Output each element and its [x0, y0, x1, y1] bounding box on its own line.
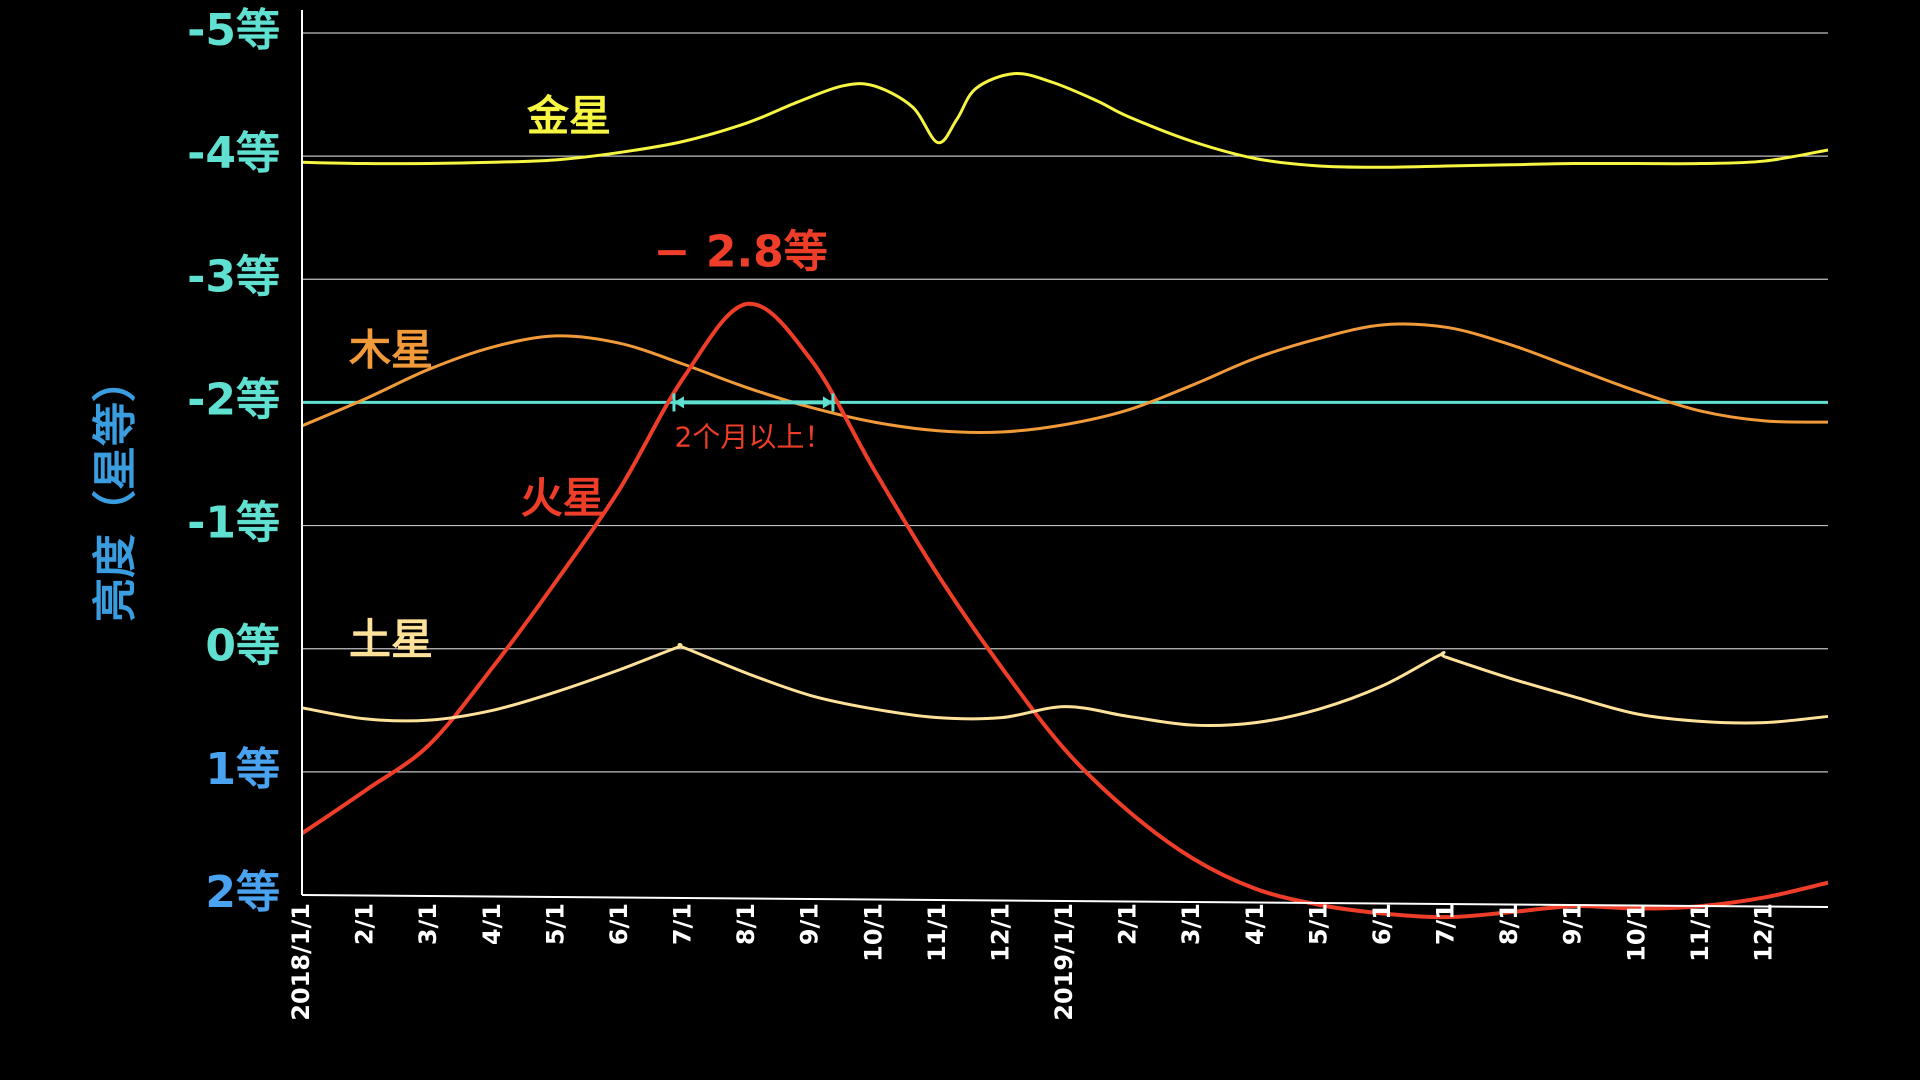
series-line-mars — [300, 301, 1829, 920]
series-line-venus — [301, 72, 1829, 169]
x-tick-label: 3/1 — [1177, 903, 1205, 945]
x-tick-label: 2019/1/1 — [1050, 903, 1078, 1021]
x-tick-label: 4/1 — [478, 903, 506, 945]
y-tick-label: -2等 — [187, 374, 280, 425]
x-tick-label: 7/1 — [1432, 903, 1460, 945]
series-label-mars: 火星 — [521, 473, 605, 522]
x-tick-label: 4/1 — [1241, 903, 1269, 945]
y-tick-label: 2等 — [205, 867, 280, 918]
x-tick-labels: 2018/1/1 2/1 3/1 4/1 5/1 6/1 7/1 8/1 9/1 10/1 11/1… — [287, 903, 1777, 1021]
x-tick-label: 2/1 — [1114, 903, 1142, 945]
x-tick-label: 8/1 — [1495, 903, 1523, 945]
x-tick-label: 6/1 — [605, 903, 633, 945]
x-tick-label: 11/1 — [923, 903, 951, 962]
x-tick-label: 2/1 — [351, 903, 379, 945]
y-tick-label: -1等 — [187, 498, 280, 549]
x-axis-line — [301, 894, 1829, 908]
y-tick-label: -4等 — [187, 128, 280, 179]
x-tick-label: 6/1 — [1368, 903, 1396, 945]
duration-arrow-left — [673, 396, 684, 409]
x-tick-label: 5/1 — [1304, 903, 1332, 945]
series-line-jupiter — [301, 322, 1829, 434]
y-tick-labels: -5等 -4等 -3等 -2等 -1等 0等 1等 2等 — [187, 5, 280, 918]
x-tick-label: 7/1 — [669, 903, 697, 945]
x-tick-label: 12/1 — [1749, 903, 1777, 962]
x-tick-label: 10/1 — [859, 903, 887, 962]
series-line-saturn — [301, 643, 1829, 727]
x-tick-label: 12/1 — [986, 903, 1014, 962]
x-tick-label: 2018/1/1 — [287, 903, 315, 1021]
x-tick-label: 9/1 — [1559, 903, 1587, 945]
series-label-venus: 金星 — [526, 92, 611, 141]
y-tick-label: 0等 — [205, 621, 280, 672]
duration-label: 2个月以上！ — [675, 420, 833, 453]
axes — [301, 10, 1829, 908]
y-tick-label: -5等 — [187, 5, 280, 56]
series-lines — [300, 72, 1829, 920]
x-tick-label: 11/1 — [1686, 903, 1714, 962]
x-tick-label: 9/1 — [796, 903, 824, 945]
y-tick-label: 1等 — [205, 744, 280, 795]
series-label-saturn: 土星 — [349, 615, 433, 664]
x-tick-label: 8/1 — [732, 903, 760, 945]
x-tick-label: 3/1 — [414, 903, 442, 945]
x-tick-label: 10/1 — [1622, 903, 1650, 962]
x-tick-label: 5/1 — [541, 903, 569, 945]
y-tick-label: -3等 — [187, 251, 280, 302]
duration-arrow-right — [822, 396, 833, 409]
y-axis-label: 亮度（星等） — [90, 358, 141, 622]
series-label-jupiter: 木星 — [349, 326, 433, 375]
annotations: − 2.8等 2个月以上！ — [654, 227, 835, 453]
mars-peak-label: − 2.8等 — [654, 227, 828, 278]
